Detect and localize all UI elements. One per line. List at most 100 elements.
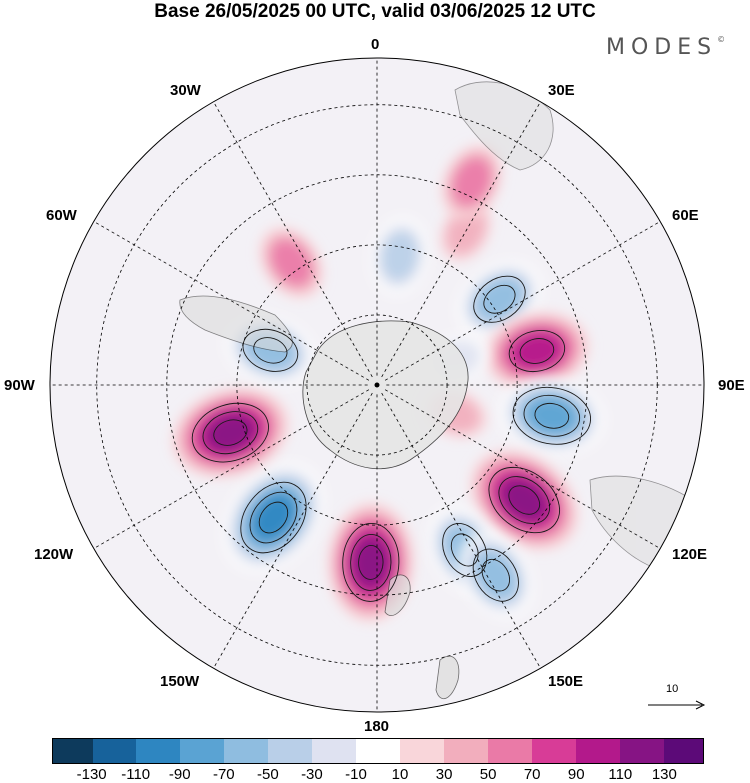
colorbar-tick-label: 110 xyxy=(608,766,633,783)
colorbar-tick-label: -90 xyxy=(168,766,191,783)
latitude-circle xyxy=(236,244,518,526)
colorbar-swatch xyxy=(575,739,620,763)
colorbar-swatch xyxy=(399,739,444,763)
lon-label-30w: 30W xyxy=(170,82,201,99)
meridian-line xyxy=(93,389,370,549)
brand-text: MODES xyxy=(606,35,718,60)
lon-label-120w: 120W xyxy=(34,546,74,563)
contour-line xyxy=(202,411,259,455)
meridian-line xyxy=(381,392,541,669)
contour-line xyxy=(483,284,516,314)
colorbar-swatch xyxy=(53,739,93,763)
meridian-line xyxy=(384,389,661,549)
lon-label-120e: 120E xyxy=(672,546,708,563)
colorbar-tick-label: 90 xyxy=(567,766,585,783)
anomaly-center xyxy=(457,261,542,338)
contour-line xyxy=(240,481,307,554)
anomaly-center xyxy=(469,449,579,551)
colorbar-tick-label: -30 xyxy=(301,766,323,783)
contour-line xyxy=(473,275,526,323)
colorbar-tick-label: 70 xyxy=(523,766,541,783)
reference-vector-arrow xyxy=(648,700,706,710)
contour-line xyxy=(350,533,392,591)
map-disc xyxy=(50,58,704,712)
contour-line xyxy=(534,402,570,429)
contour-line xyxy=(512,386,591,445)
anomaly-center xyxy=(484,312,590,390)
colorbar-swatch xyxy=(180,739,225,763)
colorbar-tick-label: -70 xyxy=(212,766,235,783)
colorbar-tick-label: -110 xyxy=(121,766,151,783)
lon-label-150w: 150W xyxy=(160,673,200,690)
meridian-line xyxy=(384,221,661,381)
contour-line xyxy=(450,533,479,567)
contour-line xyxy=(358,544,384,580)
contour-line xyxy=(253,337,288,364)
colorbar-tick-label: -130 xyxy=(76,766,107,783)
lon-label-60w: 60W xyxy=(46,207,77,224)
contour-line xyxy=(481,558,511,592)
map-title: Base 26/05/2025 00 UTC, valid 03/06/2025… xyxy=(154,1,596,22)
colorbar-swatch xyxy=(531,739,576,763)
contour-lines xyxy=(191,275,591,602)
meridian-line xyxy=(213,392,373,669)
contour-line xyxy=(519,338,555,364)
contour-line xyxy=(258,501,289,534)
lon-label-60e: 60E xyxy=(672,207,699,224)
anomaly-center xyxy=(441,144,503,220)
colorbar-swatch xyxy=(92,739,137,763)
colorbar-swatch xyxy=(356,739,400,763)
colorbar-tick-label: 130 xyxy=(651,766,677,783)
colorbar-tick-label: 30 xyxy=(435,766,453,783)
land-masses xyxy=(179,81,702,700)
contour-line xyxy=(523,394,581,437)
colorbar-swatch xyxy=(663,739,704,763)
meridian-line xyxy=(381,101,541,378)
contour-line xyxy=(442,523,488,577)
map-border xyxy=(49,57,705,713)
south-pole-marker xyxy=(374,382,380,388)
anomaly-center xyxy=(259,226,324,299)
contour-line xyxy=(498,476,551,524)
contour-line xyxy=(342,522,400,602)
colorbar-swatch xyxy=(268,739,313,763)
antarctica-landmass xyxy=(302,320,469,470)
lon-label-30e: 30E xyxy=(548,82,575,99)
colorbar xyxy=(52,738,704,764)
brand-logo: MODES© xyxy=(606,35,725,60)
brand-mark: © xyxy=(717,35,726,44)
lon-label-180: 180 xyxy=(364,718,390,735)
contour-line xyxy=(213,419,248,446)
colorbar-swatch xyxy=(443,739,488,763)
colorbar-tick-label: -10 xyxy=(345,766,367,783)
colorbar-tick-label: -50 xyxy=(257,766,279,783)
new-zealand-north-landmass xyxy=(435,655,460,700)
contour-line xyxy=(472,548,519,602)
contour-line xyxy=(242,328,299,372)
colorbar-swatch xyxy=(312,739,357,763)
colorbar-tick-label: 50 xyxy=(479,766,497,783)
lon-label-90w: 90W xyxy=(4,377,35,394)
contour-line xyxy=(508,329,566,373)
colorbar-tick-label: 10 xyxy=(391,766,409,783)
contour-line xyxy=(508,485,541,515)
colorbar-ticks: -130 -110 -90 -70 -50 -30 -10 10 30 50 70 90 110 130 xyxy=(52,764,704,783)
contour-line xyxy=(191,402,269,463)
meridian-line xyxy=(213,101,373,378)
colorbar-swatch xyxy=(136,739,181,763)
new-zealand-landmass xyxy=(384,574,411,617)
meridian-line xyxy=(93,221,370,381)
africa-landmass xyxy=(454,81,554,171)
lon-label-150e: 150E xyxy=(548,673,584,690)
anomaly-center xyxy=(171,387,289,478)
colorbar-swatch xyxy=(619,739,664,763)
lon-label-0: 0 xyxy=(371,36,380,53)
colorbar-swatch xyxy=(224,739,269,763)
anomaly-center xyxy=(371,217,429,295)
graticule xyxy=(50,58,704,712)
lon-label-90e: 90E xyxy=(718,377,745,394)
reference-vector-label: 10 xyxy=(666,683,679,695)
contour-line xyxy=(488,466,560,534)
colorbar-swatch xyxy=(487,739,532,763)
